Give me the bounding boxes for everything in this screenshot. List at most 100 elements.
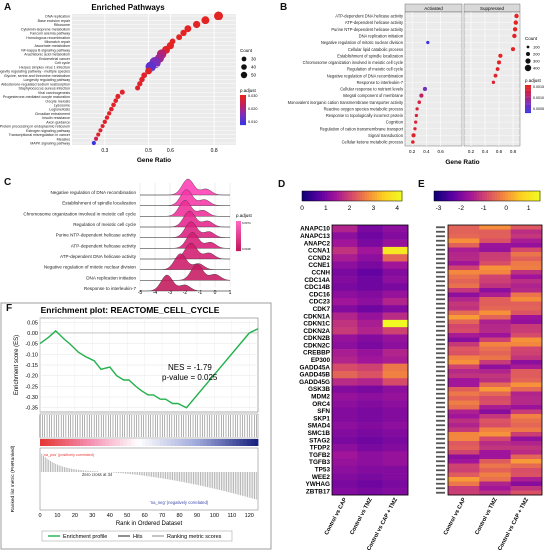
- heatmap-cell: [382, 392, 409, 401]
- data-point: [417, 100, 422, 104]
- data-point: [514, 13, 519, 19]
- heatmap-cell: [357, 356, 383, 364]
- heatmap-cell: [357, 327, 383, 335]
- data-point: [104, 115, 110, 120]
- heatmap-cell: [479, 481, 511, 487]
- heatmap-cell: [448, 391, 480, 397]
- category-label: Regulation of cation transmembrane trans…: [320, 126, 404, 131]
- row-label-mark: [436, 370, 445, 373]
- row-label-mark: [436, 365, 445, 368]
- heatmap-cell: [479, 261, 511, 266]
- x-tick-label: 30: [89, 513, 95, 519]
- colorbar-swatch: [500, 191, 504, 201]
- legend-label: Enrichment profile: [63, 534, 107, 540]
- colorbar-swatch: [484, 191, 488, 201]
- color-legend-swatch: [236, 221, 241, 223]
- row-label-mark: [436, 491, 445, 494]
- row-label: SMAD4: [308, 423, 331, 430]
- colorbar-swatch: [327, 191, 330, 201]
- size-legend-title: Count: [240, 48, 253, 53]
- heatmap-cell: [357, 370, 383, 379]
- row-label-mark: [436, 352, 445, 355]
- heatmap-cell: [479, 301, 511, 307]
- heatmap-cell: [357, 487, 383, 496]
- heatmap-cell: [448, 261, 480, 266]
- heatmap-cell: [479, 400, 511, 406]
- category-label: Establishment of spindle localization: [62, 201, 136, 206]
- colorbar-swatch: [534, 191, 538, 201]
- heatmap-cell: [448, 292, 480, 298]
- heatmap-cell: [510, 490, 543, 496]
- size-legend-dot: [240, 71, 248, 79]
- row-label: CCNE1: [308, 262, 330, 269]
- row-label-mark: [436, 446, 445, 449]
- heatmap-cell: [332, 246, 358, 255]
- colorbar-swatch: [309, 191, 313, 201]
- ranking-gradient-segment: [50, 439, 55, 446]
- heatmap-cell: [479, 279, 511, 284]
- row-label: CREBBP: [303, 350, 331, 357]
- heatmap-cell: [510, 445, 543, 451]
- colorbar-swatch: [337, 191, 340, 201]
- row-label: CCNH: [312, 269, 331, 276]
- heatmap-cell: [510, 360, 543, 365]
- heatmap-cell: [479, 436, 511, 442]
- heatmap-cell: [448, 481, 480, 487]
- colorbar-swatch: [529, 191, 533, 201]
- row-label-mark: [436, 433, 445, 436]
- heatmap-cell: [479, 405, 511, 410]
- colorbar-swatch: [444, 191, 448, 201]
- color-legend-swatch: [525, 111, 531, 114]
- heatmap-cell: [479, 391, 511, 397]
- row-label: YWHAG: [306, 481, 331, 488]
- colorbar-swatch: [379, 191, 383, 201]
- heatmap-cell: [448, 297, 480, 302]
- row-label-mark: [436, 311, 445, 314]
- heatmap-cell: [510, 292, 543, 298]
- size-legend-dot: [526, 52, 530, 56]
- row-label: CDK7: [313, 306, 331, 313]
- heatmap-cell: [510, 247, 543, 253]
- heatmap-cell: [332, 414, 358, 423]
- facet-label: Activated: [424, 6, 443, 11]
- heatmap-cell: [448, 369, 480, 374]
- row-label: GADD45G: [299, 379, 330, 386]
- row-label-mark: [436, 406, 445, 409]
- ridge-density: [140, 178, 230, 196]
- heatmap-cell: [332, 305, 358, 313]
- go-terms-dotplot: Activated Suppressed 0.2 0.4 0.6 0.2 0.4 0.6 0.8…: [274, 0, 548, 177]
- heatmap-cell: [332, 312, 358, 321]
- row-label-mark: [436, 298, 445, 301]
- color-legend-swatch: [236, 249, 241, 252]
- category-label: Arachidonic acid metabolism: [24, 53, 70, 57]
- heatmap-cell: [382, 239, 409, 248]
- ranking-gradient-segment: [116, 439, 121, 446]
- heatmap-cell: [357, 378, 383, 386]
- data-point: [184, 25, 192, 33]
- ridge-density: [139, 264, 231, 281]
- heatmap-cell: [510, 234, 543, 239]
- category-label: Aldosterone-regulated sodium reabsorptio…: [1, 82, 70, 86]
- heatmap-cell: [357, 385, 383, 394]
- row-label-mark: [436, 401, 445, 404]
- x-axis-label: Gene Ratio: [137, 157, 171, 164]
- heatmap-cell: [448, 445, 480, 451]
- heatmap-cell: [448, 310, 480, 316]
- color-legend-swatch: [236, 242, 241, 244]
- ranking-gradient-segment: [105, 439, 110, 446]
- chart-title: Enrichment plot: REACTOME_CELL_CYCLE: [41, 305, 220, 315]
- heatmap-cell: [332, 487, 358, 496]
- heatmap-cell: [479, 450, 511, 455]
- heatmap-cell: [357, 443, 383, 452]
- colorbar-swatch: [364, 191, 368, 201]
- row-label-mark: [436, 428, 445, 431]
- heatmap-cell: [479, 288, 511, 293]
- color-legend-swatch: [525, 94, 531, 97]
- heatmap-cell: [448, 243, 480, 248]
- ranking-gradient-segment: [79, 439, 84, 446]
- data-point: [102, 119, 107, 125]
- heatmap-cell: [448, 279, 480, 284]
- row-label-mark: [436, 424, 445, 427]
- heatmap-cell: [357, 312, 383, 321]
- heatmap-cell: [479, 472, 511, 478]
